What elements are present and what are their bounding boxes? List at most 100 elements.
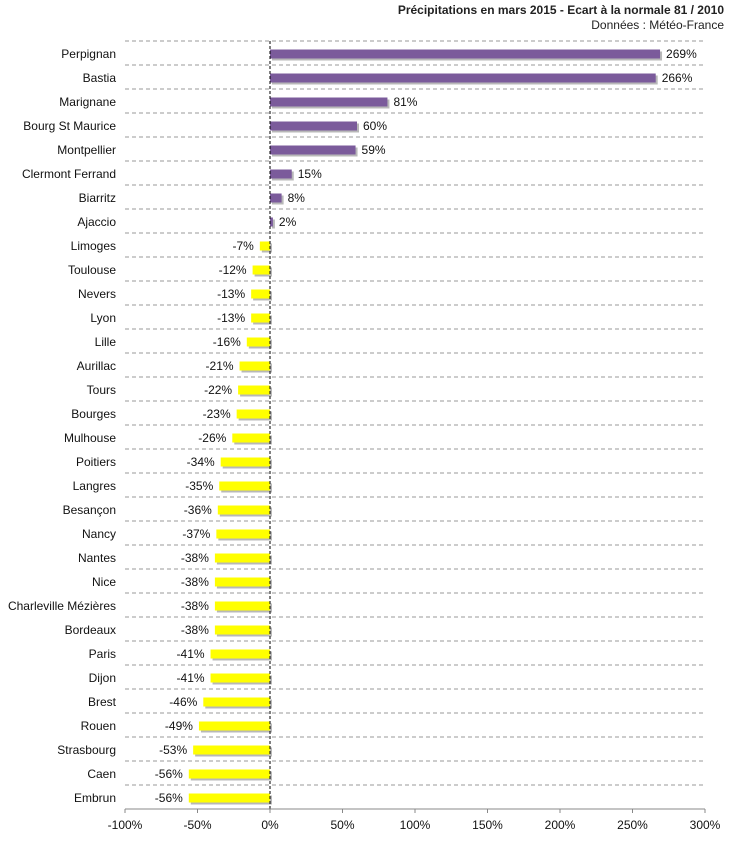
category-label: Lyon (90, 311, 116, 325)
value-label: -12% (219, 263, 247, 277)
x-tick-label: -100% (108, 818, 143, 832)
value-label: -53% (159, 743, 187, 757)
category-label: Nantes (78, 551, 116, 565)
value-label: -49% (165, 719, 193, 733)
value-label: -13% (217, 311, 245, 325)
x-tick-label: 100% (400, 818, 431, 832)
value-label: -38% (181, 551, 209, 565)
bar-brest (203, 697, 270, 707)
bar-marignane (270, 97, 388, 107)
value-label: 266% (662, 71, 693, 85)
category-label: Aurillac (77, 359, 116, 373)
bar-poitiers (220, 457, 270, 467)
category-label: Poitiers (76, 455, 116, 469)
category-label: Bourg St Maurice (23, 119, 116, 133)
value-label: 269% (666, 47, 697, 61)
chart-subtitle: Données : Météo-France (591, 18, 724, 32)
bar-biarritz (270, 193, 282, 203)
value-label: 81% (393, 95, 417, 109)
chart-title: Précipitations en mars 2015 - Ecart à la… (398, 3, 724, 17)
bar-bordeaux (214, 625, 270, 635)
x-axis: -100% -50% 0% 50% 100% 150% 200% 250% 300% (108, 41, 721, 832)
x-tick-label: -50% (183, 818, 211, 832)
value-label: 60% (363, 119, 387, 133)
category-label: Bordeaux (65, 623, 116, 637)
value-label: -34% (187, 455, 215, 469)
bar-caen (188, 769, 270, 779)
value-labels: 269% 266% 81% 60% 59% 15% 8% 2% -7% -12% -13% -13% -… (155, 47, 697, 805)
category-label: Lille (95, 335, 117, 349)
category-label: Perpignan (61, 47, 116, 61)
x-tick-label: 150% (472, 818, 503, 832)
x-tick-label: 300% (690, 818, 721, 832)
bar-bourg-st-maurice (270, 121, 357, 131)
bar-montpellier (270, 145, 356, 155)
value-label: -38% (181, 575, 209, 589)
bar-tours (238, 385, 270, 395)
category-label: Besançon (63, 503, 116, 517)
x-tick-label: 0% (261, 818, 279, 832)
bar-nevers (251, 289, 270, 299)
category-label: Bourges (71, 407, 116, 421)
category-label: Nice (92, 575, 116, 589)
bar-paris (210, 649, 270, 659)
x-tick-label: 250% (617, 818, 648, 832)
bar-ajaccio (270, 217, 273, 227)
value-label: 15% (298, 167, 322, 181)
bar-charleville-m-zi-res (214, 601, 270, 611)
category-label: Nancy (82, 527, 116, 541)
value-label: -56% (155, 767, 183, 781)
bar-bastia (270, 73, 656, 83)
gridlines (125, 40, 705, 810)
value-label: -37% (182, 527, 210, 541)
category-label: Bastia (83, 71, 117, 85)
category-label: Langres (73, 479, 116, 493)
category-label: Brest (88, 695, 117, 709)
value-label: -13% (217, 287, 245, 301)
category-labels: Perpignan Bastia Marignane Bourg St Maurice… (8, 47, 117, 805)
category-label: Mulhouse (64, 431, 116, 445)
category-label: Biarritz (79, 191, 116, 205)
bar-dijon (210, 673, 270, 683)
category-label: Strasbourg (57, 743, 116, 757)
value-label: -35% (185, 479, 213, 493)
bar-nantes (214, 553, 270, 563)
bar-nice (214, 577, 270, 587)
value-label: 2% (279, 215, 297, 229)
value-label: -26% (198, 431, 226, 445)
bar-rouen (198, 721, 270, 731)
bar-perpignan (270, 49, 661, 59)
bar-nancy (216, 529, 270, 539)
bar-limoges (259, 241, 270, 251)
bar-langres (219, 481, 270, 491)
value-label: 59% (362, 143, 386, 157)
category-label: Tours (87, 383, 116, 397)
value-label: -22% (204, 383, 232, 397)
value-label: -16% (213, 335, 241, 349)
value-label: -56% (155, 791, 183, 805)
bar-lyon (251, 313, 270, 323)
bar-bourges (236, 409, 270, 419)
x-tick-label: 50% (330, 818, 354, 832)
bar-shadow (272, 219, 275, 229)
category-label: Toulouse (68, 263, 116, 277)
category-label: Caen (87, 767, 116, 781)
bar-lille (246, 337, 270, 347)
category-label: Paris (89, 647, 116, 661)
bar-strasbourg (193, 745, 270, 755)
category-label: Limoges (71, 239, 116, 253)
value-label: -7% (233, 239, 255, 253)
value-label: -46% (169, 695, 197, 709)
category-label: Charleville Mézières (8, 599, 116, 613)
value-label: -38% (181, 623, 209, 637)
bars (188, 49, 663, 805)
category-label: Ajaccio (77, 215, 116, 229)
bar-mulhouse (232, 433, 270, 443)
category-label: Clermont Ferrand (22, 167, 116, 181)
bar-clermont-ferrand (270, 169, 292, 179)
category-label: Embrun (74, 791, 116, 805)
value-label: -21% (206, 359, 234, 373)
category-label: Marignane (59, 95, 116, 109)
category-label: Rouen (81, 719, 116, 733)
